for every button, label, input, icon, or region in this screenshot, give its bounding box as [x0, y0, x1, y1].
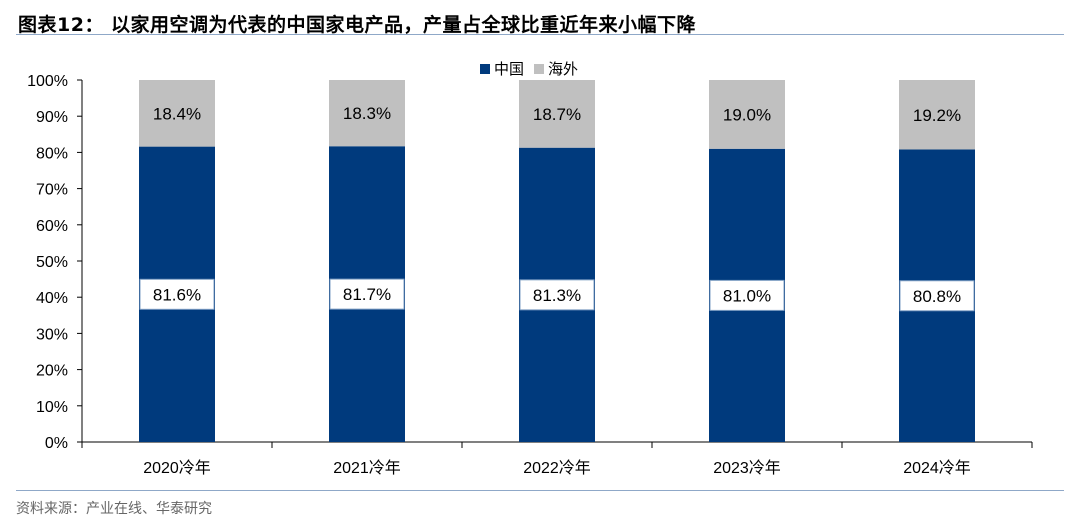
stacked-bar-chart: 0% 10% 20% 30% 40% 50% 60% 70% 80% 90% 100% 2020冷年…: [27, 60, 1033, 477]
data-label-box: [139, 278, 215, 310]
data-label-overseas: 18.7%: [533, 105, 581, 124]
legend-label-china: 中国: [494, 60, 524, 78]
y-tick-label: 50%: [36, 254, 68, 271]
x-category-label: 2021冷年: [333, 459, 401, 477]
x-category-label: 2024冷年: [903, 459, 971, 477]
y-tick-label: 20%: [36, 363, 68, 380]
y-tick-label: 30%: [36, 326, 68, 343]
data-label-china: 81.7%: [343, 285, 391, 304]
data-label-china: 81.0%: [723, 286, 771, 305]
y-tick-label: 40%: [36, 290, 68, 307]
x-category-label: 2023冷年: [713, 459, 781, 477]
y-tick-label: 10%: [36, 399, 68, 416]
source-note: 资料来源：产业在线、华泰研究: [16, 501, 212, 517]
data-label-overseas: 19.0%: [723, 105, 771, 124]
figure-title: 图表12： 以家用空调为代表的中国家电产品，产量占全球比重近年来小幅下降: [18, 14, 697, 36]
legend-swatch-china: [480, 64, 490, 74]
y-tick-label: 70%: [36, 182, 68, 199]
legend-label-overseas: 海外: [548, 60, 578, 78]
x-category-label: 2022冷年: [523, 459, 591, 477]
data-label-box: [519, 279, 595, 311]
bar-overseas: [519, 80, 595, 148]
data-label-box: [329, 278, 405, 310]
data-label-china: 80.8%: [913, 287, 961, 306]
bars: 81.6% 18.4% 81.7% 18.3% 81.3% 18.7% 81.0% 19.0%…: [139, 80, 975, 442]
y-tick-label: 100%: [27, 73, 68, 90]
y-tick-label: 60%: [36, 218, 68, 235]
legend: 中国 海外: [480, 60, 578, 78]
y-tick-label: 90%: [36, 109, 68, 126]
data-label-overseas: 18.3%: [343, 104, 391, 123]
data-label-china: 81.3%: [533, 286, 581, 305]
data-label-overseas: 18.4%: [153, 104, 201, 123]
title-divider: [16, 34, 1064, 35]
y-tick-label: 80%: [36, 145, 68, 162]
data-label-china: 81.6%: [153, 285, 201, 304]
bar-overseas: [899, 80, 975, 150]
bar-overseas: [709, 80, 785, 149]
legend-swatch-overseas: [534, 64, 544, 74]
y-tick-label: 0%: [45, 435, 68, 452]
x-axis: 2020冷年 2021冷年 2022冷年 2023冷年 2024冷年: [81, 441, 1033, 477]
data-label-overseas: 19.2%: [913, 106, 961, 125]
x-category-label: 2020冷年: [143, 459, 211, 477]
data-label-box: [709, 279, 785, 311]
data-label-box: [899, 280, 975, 312]
bar-overseas: [139, 80, 215, 147]
footer-divider: [16, 490, 1064, 491]
bar-overseas: [329, 80, 405, 147]
y-axis: 0% 10% 20% 30% 40% 50% 60% 70% 80% 90% 100%: [27, 73, 83, 452]
